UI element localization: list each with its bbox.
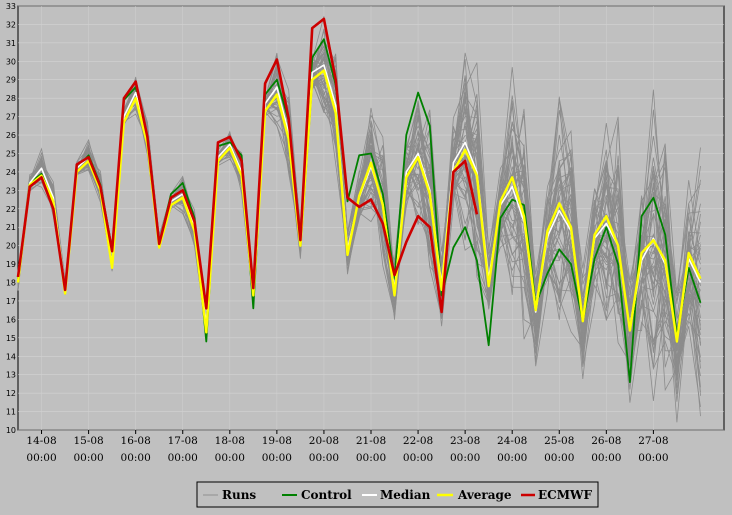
y-tick-label: 32: [6, 20, 16, 29]
legend: Runs Control Median Average ECMWF: [196, 481, 599, 508]
legend-label-median: Median: [380, 488, 431, 502]
y-tick-label: 27: [6, 113, 16, 122]
y-tick-label: 22: [6, 205, 16, 214]
y-tick-label: 31: [6, 39, 16, 48]
x-tick-time: 00:00: [309, 452, 339, 464]
x-tick-time: 00:00: [403, 452, 433, 464]
x-tick-time: 00:00: [638, 452, 668, 464]
x-tick-time: 00:00: [168, 452, 198, 464]
x-tick-time: 00:00: [450, 452, 480, 464]
x-tick-date: 25-08: [544, 435, 574, 447]
series-lines: [16, 17, 702, 384]
x-tick-time: 00:00: [544, 452, 574, 464]
x-tick-date: 21-08: [356, 435, 386, 447]
legend-label-runs: Runs: [222, 488, 256, 502]
x-tick-date: 23-08: [450, 435, 480, 447]
x-tick-date: 22-08: [403, 435, 433, 447]
x-tick-time: 00:00: [497, 452, 527, 464]
y-tick-label: 25: [6, 149, 16, 158]
series-average-line: [16, 69, 702, 343]
y-tick-label: 24: [6, 168, 16, 177]
x-tick-date: 27-08: [638, 435, 668, 447]
x-tick-date: 20-08: [309, 435, 339, 447]
y-tick-label: 13: [6, 371, 16, 380]
y-tick-label: 29: [6, 76, 16, 85]
x-tick-time: 00:00: [356, 452, 386, 464]
y-axis-ticks: 10 11 12 13 14 15 16 17 18 19 20 21 22 23 24 25 26 27 28 29…: [6, 2, 16, 435]
legend-item-median: Median: [362, 488, 431, 502]
x-tick-date: 19-08: [262, 435, 292, 447]
legend-label-average: Average: [457, 488, 512, 502]
x-tick-date: 14-08: [26, 435, 56, 447]
y-tick-label: 11: [6, 408, 16, 417]
x-tick-date: 16-08: [121, 435, 151, 447]
y-tick-label: 21: [6, 223, 16, 232]
y-tick-label: 20: [6, 242, 16, 251]
y-tick-label: 26: [6, 131, 16, 140]
legend-item-runs: Runs: [203, 488, 256, 502]
y-tick-label: 14: [6, 352, 16, 361]
y-tick-label: 33: [6, 2, 16, 11]
x-tick-time: 00:00: [591, 452, 621, 464]
y-tick-label: 18: [6, 279, 16, 288]
y-tick-label: 30: [6, 57, 16, 66]
legend-label-ecmwf: ECMWF: [538, 488, 592, 502]
y-tick-label: 17: [6, 297, 16, 306]
x-tick-time: 00:00: [121, 452, 151, 464]
x-tick-time: 00:00: [73, 452, 103, 464]
legend-label-control: Control: [301, 488, 352, 502]
series-ecmwf-line: [16, 17, 479, 314]
legend-item-control: Control: [282, 488, 352, 502]
x-tick-date: 15-08: [73, 435, 103, 447]
x-tick-date: 24-08: [497, 435, 527, 447]
y-tick-label: 10: [6, 426, 16, 435]
y-tick-label: 28: [6, 94, 16, 103]
x-tick-date: 18-08: [215, 435, 245, 447]
y-tick-label: 15: [6, 334, 16, 343]
x-tick-time: 00:00: [215, 452, 245, 464]
legend-item-average: Average: [437, 488, 512, 502]
x-axis-ticks: 14-08 00:00 15-08 00:00 16-08 00:00 17-08 00:00…: [26, 430, 669, 464]
x-tick-time: 00:00: [262, 452, 292, 464]
y-tick-label: 23: [6, 186, 16, 195]
x-tick-time: 00:00: [26, 452, 56, 464]
y-tick-label: 19: [6, 260, 16, 269]
legend-item-ecmwf: ECMWF: [521, 488, 592, 502]
x-tick-date: 17-08: [168, 435, 198, 447]
y-tick-label: 16: [6, 315, 16, 324]
y-tick-label: 12: [6, 389, 16, 398]
x-tick-date: 26-08: [591, 435, 621, 447]
